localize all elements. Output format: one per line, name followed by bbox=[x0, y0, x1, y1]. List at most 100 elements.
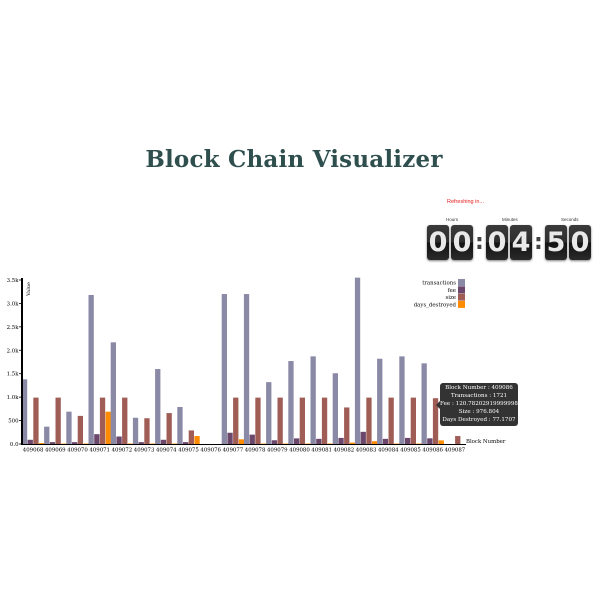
refresh-label: Refreshing in... bbox=[447, 199, 484, 205]
bar-fee-409078 bbox=[249, 434, 255, 444]
y-axis-label: Value bbox=[26, 282, 32, 297]
seconds-label: Seconds bbox=[561, 217, 579, 222]
bar-transactions-409073 bbox=[132, 417, 139, 444]
tooltip: Block Number : 409086 Transactions : 172… bbox=[436, 383, 518, 426]
x-tick-label: 409087 bbox=[445, 448, 466, 454]
bar-fee-409071 bbox=[94, 434, 100, 444]
bar-transactions-409072 bbox=[110, 342, 116, 444]
bar-transactions-409078 bbox=[243, 294, 250, 444]
x-tick-label: 409069 bbox=[45, 448, 66, 454]
bar-fee-409079 bbox=[271, 440, 278, 444]
y-tick-label: 0.0 bbox=[10, 442, 19, 448]
x-tick-label: 409084 bbox=[378, 448, 399, 454]
tooltip-transactions: Transactions : 1721 bbox=[450, 393, 508, 399]
y-tick-label: 1.0k bbox=[7, 395, 20, 401]
x-tick-label: 409073 bbox=[134, 448, 155, 454]
page-title: Block Chain Visualizer bbox=[145, 146, 443, 173]
bar-size-409083 bbox=[366, 397, 372, 444]
bar-days_destroyed-409083 bbox=[372, 441, 378, 444]
bar-transactions-409083 bbox=[354, 277, 361, 444]
x-tick-label: 409072 bbox=[112, 448, 133, 454]
x-tick-label: 409085 bbox=[400, 448, 421, 454]
y-tick-label: 3.5k bbox=[7, 278, 20, 284]
bar-size-409068 bbox=[33, 397, 39, 444]
y-tick-label: 2.0k bbox=[7, 348, 20, 354]
bar-size-409075 bbox=[188, 430, 194, 444]
x-tick-label: 409076 bbox=[200, 448, 221, 454]
bar-transactions-409086 bbox=[421, 363, 427, 444]
y-tick-label: 3.0k bbox=[7, 301, 20, 307]
bar-fee-409085 bbox=[405, 437, 411, 444]
legend-label-transactions: transactions bbox=[422, 281, 456, 287]
bar-fee-409073 bbox=[138, 442, 144, 444]
bar-fee-409072 bbox=[116, 436, 122, 444]
bar-days_destroyed-409068 bbox=[39, 443, 45, 444]
x-tick-label: 409071 bbox=[89, 448, 110, 454]
x-tick-label: 409075 bbox=[178, 448, 199, 454]
y-tick-label: 2.5k bbox=[7, 325, 20, 331]
bar-size-409081 bbox=[321, 397, 328, 444]
bar-days_destroyed-409086 bbox=[438, 440, 444, 444]
bar-days_destroyed-409071 bbox=[105, 411, 111, 444]
legend-swatch-days_destroyed bbox=[458, 300, 465, 308]
x-axis-label: Block Number bbox=[466, 439, 506, 445]
hours-label: Hours bbox=[446, 217, 459, 222]
legend-swatch-fee bbox=[458, 286, 465, 294]
bar-fee-409086 bbox=[427, 438, 433, 444]
seconds-digit-2: 0 bbox=[569, 225, 591, 260]
bar-fee-409083 bbox=[360, 431, 366, 444]
bar-size-409071 bbox=[99, 397, 106, 444]
bar-transactions-409081 bbox=[310, 356, 316, 444]
bar-transactions-409071 bbox=[88, 294, 94, 444]
x-tick-label: 409079 bbox=[267, 448, 288, 454]
bar-size-409073 bbox=[144, 418, 150, 444]
bar-days_destroyed-409075 bbox=[194, 436, 200, 444]
bar-size-409086 bbox=[432, 398, 439, 444]
bar-size-409069 bbox=[55, 397, 61, 444]
bar-transactions-409080 bbox=[288, 361, 294, 444]
x-tick-label: 409074 bbox=[156, 448, 177, 454]
bar-size-409085 bbox=[410, 397, 416, 444]
bar-transactions-409070 bbox=[66, 411, 72, 444]
bar-fee-409075 bbox=[183, 442, 189, 444]
bar-size-409087 bbox=[455, 436, 461, 444]
bar-size-409079 bbox=[277, 397, 283, 444]
legend-label-days_destroyed: days_destroyed bbox=[414, 302, 457, 308]
legend-swatch-transactions bbox=[458, 279, 465, 286]
bar-transactions-409069 bbox=[44, 426, 50, 444]
bar-transactions-409068 bbox=[21, 379, 28, 444]
legend-label-size: size bbox=[445, 295, 456, 301]
hours-minutes-separator: : bbox=[475, 230, 484, 255]
minutes-label: Minutes bbox=[502, 217, 518, 222]
bar-transactions-409077 bbox=[221, 294, 227, 444]
bar-transactions-409085 bbox=[399, 356, 405, 444]
bar-fee-409081 bbox=[316, 438, 322, 444]
legend-swatch-size bbox=[458, 293, 465, 301]
bar-days_destroyed-409082 bbox=[349, 442, 356, 444]
bar-fee-409074 bbox=[160, 439, 167, 444]
bar-transactions-409074 bbox=[155, 369, 161, 444]
bar-fee-409069 bbox=[49, 442, 56, 444]
x-tick-label: 409086 bbox=[422, 448, 443, 454]
bar-transactions-409079 bbox=[266, 382, 272, 444]
hours-digit-1: 0 bbox=[427, 225, 449, 260]
tooltip-days-destroyed: Days Destroyed : 77.1707 bbox=[442, 417, 516, 423]
bar-size-409078 bbox=[255, 397, 261, 444]
tooltip-fee: Fee : 120.78202919999998 bbox=[440, 401, 518, 407]
bar-size-409082 bbox=[344, 407, 350, 444]
x-tick-label: 409070 bbox=[67, 448, 88, 454]
tooltip-size: Size : 976.804 bbox=[458, 409, 500, 415]
x-tick-label: 409081 bbox=[311, 448, 332, 454]
bar-days_destroyed-409077 bbox=[238, 439, 245, 444]
legend-label-fee: fee bbox=[448, 288, 456, 294]
y-tick-label: 1.5k bbox=[7, 372, 20, 378]
bar-fee-409068 bbox=[27, 439, 33, 444]
bar-fee-409077 bbox=[227, 432, 233, 444]
bar-fee-409080 bbox=[294, 438, 300, 444]
bar-fee-409084 bbox=[382, 438, 389, 444]
bar-fee-409082 bbox=[338, 437, 344, 444]
bar-size-409080 bbox=[299, 397, 305, 444]
seconds-digit-1: 5 bbox=[545, 225, 567, 260]
bar-size-409084 bbox=[388, 397, 394, 444]
bar-size-409070 bbox=[77, 415, 83, 444]
